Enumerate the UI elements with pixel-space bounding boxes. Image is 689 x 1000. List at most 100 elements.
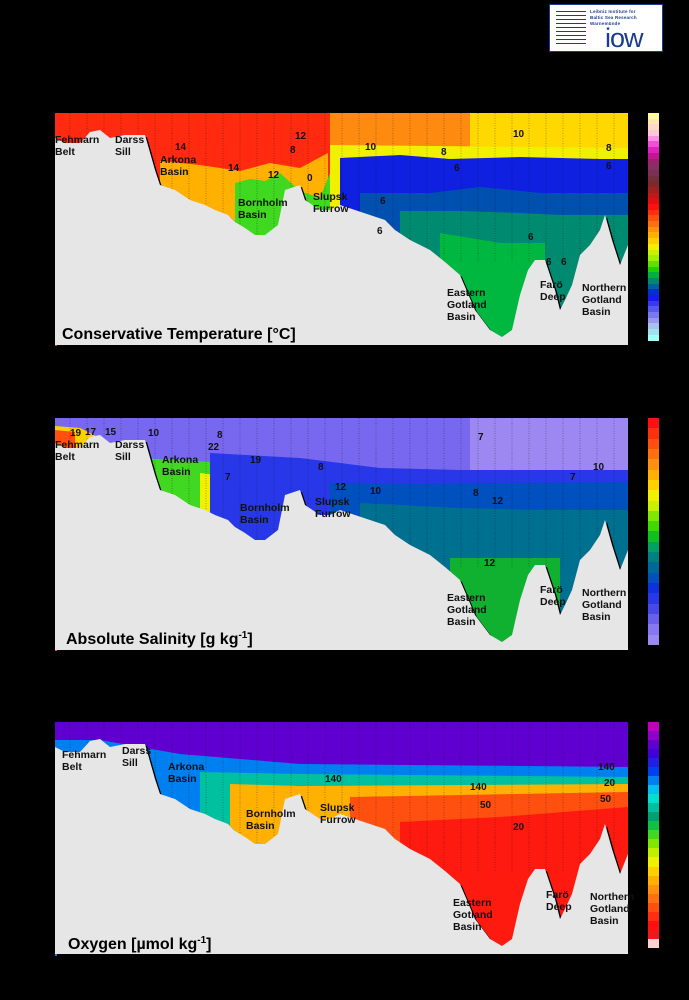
colorbar-swatch xyxy=(648,459,659,470)
contour-label: 14 xyxy=(175,142,187,153)
colorbar-swatch xyxy=(648,204,659,210)
colorbar-swatch xyxy=(648,911,659,921)
colorbar-swatch xyxy=(648,238,659,244)
colorbar-swatch xyxy=(648,209,659,216)
basin-label: Eastern Gotland Basin xyxy=(453,897,493,933)
colorbar-swatch xyxy=(648,243,659,250)
frame-edge xyxy=(628,418,629,651)
colorbar-swatch xyxy=(648,260,659,267)
contour-label: 8 xyxy=(606,143,612,154)
bathymetry xyxy=(55,435,628,650)
contour-label: 6 xyxy=(454,163,460,174)
contour-label: 10 xyxy=(593,462,605,473)
colorbar-swatch xyxy=(648,634,659,645)
basin-label: Slupsk Furrow xyxy=(320,802,356,826)
basin-label: Farö Deep xyxy=(540,584,566,608)
contour-label: 12 xyxy=(335,482,347,493)
colorbar-swatch xyxy=(648,821,659,831)
basin-label: Arkona Basin xyxy=(162,454,198,478)
basin-label: Northern Gotland Basin xyxy=(582,587,626,623)
colorbar-swatch xyxy=(648,329,659,335)
basin-label: Fehmarn Belt xyxy=(62,749,106,773)
contour-label: 15 xyxy=(105,427,117,438)
colorbar-swatch xyxy=(648,893,659,903)
colorbar-swatch xyxy=(648,500,659,511)
contour-label: 140 xyxy=(598,762,615,773)
colorbar-swatch xyxy=(648,198,659,204)
colorbar-swatch xyxy=(648,130,659,136)
contour-label: 10 xyxy=(365,142,377,153)
colorbar-swatch xyxy=(648,317,659,324)
colorbar-swatch xyxy=(648,875,659,885)
colorbar-swatch xyxy=(648,215,659,222)
basin-label: Darss Sill xyxy=(115,134,144,158)
colorbar-swatch xyxy=(648,490,659,501)
contour-label: 12 xyxy=(295,131,307,142)
oxygen-colorbar xyxy=(648,722,659,948)
colorbar-swatch xyxy=(648,312,659,318)
colorbar-swatch xyxy=(648,192,659,199)
colorbar-swatch xyxy=(648,469,659,480)
colorbar-swatch xyxy=(648,803,659,813)
colorbar-swatch xyxy=(648,152,659,159)
colorbar-swatch xyxy=(648,186,659,193)
basin-label: Arkona Basin xyxy=(168,761,204,785)
colorbar-swatch xyxy=(648,266,659,273)
basin-label: Darss Sill xyxy=(122,745,151,769)
contour-label: 7 xyxy=(478,432,484,443)
colorbar-swatch xyxy=(648,141,659,148)
logo-line-3: Warnemünde xyxy=(590,21,621,26)
colorbar-swatch xyxy=(648,812,659,822)
basin-label: Farö Deep xyxy=(546,889,572,913)
colorbar-swatch xyxy=(648,866,659,876)
logo-line-1: Leibniz Institute for xyxy=(590,9,636,14)
colorbar-swatch xyxy=(648,249,659,256)
colorbar-swatch xyxy=(648,920,659,930)
colorbar-swatch xyxy=(648,541,659,553)
basin-label: Northern Gotland Basin xyxy=(590,891,634,927)
colorbar-swatch xyxy=(648,289,659,295)
contour-label: 12 xyxy=(268,170,280,181)
contour-label: 6 xyxy=(546,257,552,268)
colorbar-swatch xyxy=(648,181,659,187)
colorbar-swatch xyxy=(648,731,659,741)
contour-label: 20 xyxy=(604,778,616,789)
contour-label: 50 xyxy=(480,800,492,811)
colorbar-swatch xyxy=(648,830,659,840)
basin-label: Eastern Gotland Basin xyxy=(447,287,487,323)
colorbar-swatch xyxy=(648,510,659,522)
colorbar-swatch xyxy=(648,839,659,849)
colorbar-swatch xyxy=(648,147,659,153)
colorbar-swatch xyxy=(648,776,659,786)
colorbar-swatch xyxy=(648,521,659,532)
contour-label: 6 xyxy=(377,226,383,237)
colorbar-swatch xyxy=(648,226,659,233)
contour-label: 10 xyxy=(513,129,525,140)
contour-label: 7 xyxy=(225,472,231,483)
colorbar-swatch xyxy=(648,740,659,750)
baltic-map-icon xyxy=(556,11,586,47)
colorbar-swatch xyxy=(648,552,659,563)
temperature-section: Fehmarn Belt Darss Sill Arkona Basin Bornholm B… xyxy=(55,113,630,346)
contour-label: 7 xyxy=(570,472,576,483)
colorbar-swatch xyxy=(648,323,659,330)
colorbar-swatch xyxy=(648,428,659,439)
colorbar-swatch xyxy=(648,158,659,165)
contour-label: 10 xyxy=(148,428,160,439)
contour-label: 6 xyxy=(561,257,567,268)
contour-label: 8 xyxy=(318,462,324,473)
basin-label: Fehmarn Belt xyxy=(55,134,99,158)
colorbar-swatch xyxy=(648,448,659,460)
colorbar-swatch xyxy=(648,135,659,142)
panel-title: Conservative Temperature [°C] xyxy=(62,326,296,343)
colorbar-swatch xyxy=(648,283,659,290)
contour-label: 22 xyxy=(208,442,220,453)
colorbar-swatch xyxy=(648,583,659,594)
colorbar-swatch xyxy=(648,857,659,867)
frame-edge xyxy=(628,113,629,346)
colorbar-swatch xyxy=(648,175,659,182)
contour-label: 140 xyxy=(325,774,342,785)
colorbar-swatch xyxy=(648,884,659,894)
colorbar-swatch xyxy=(648,438,659,449)
